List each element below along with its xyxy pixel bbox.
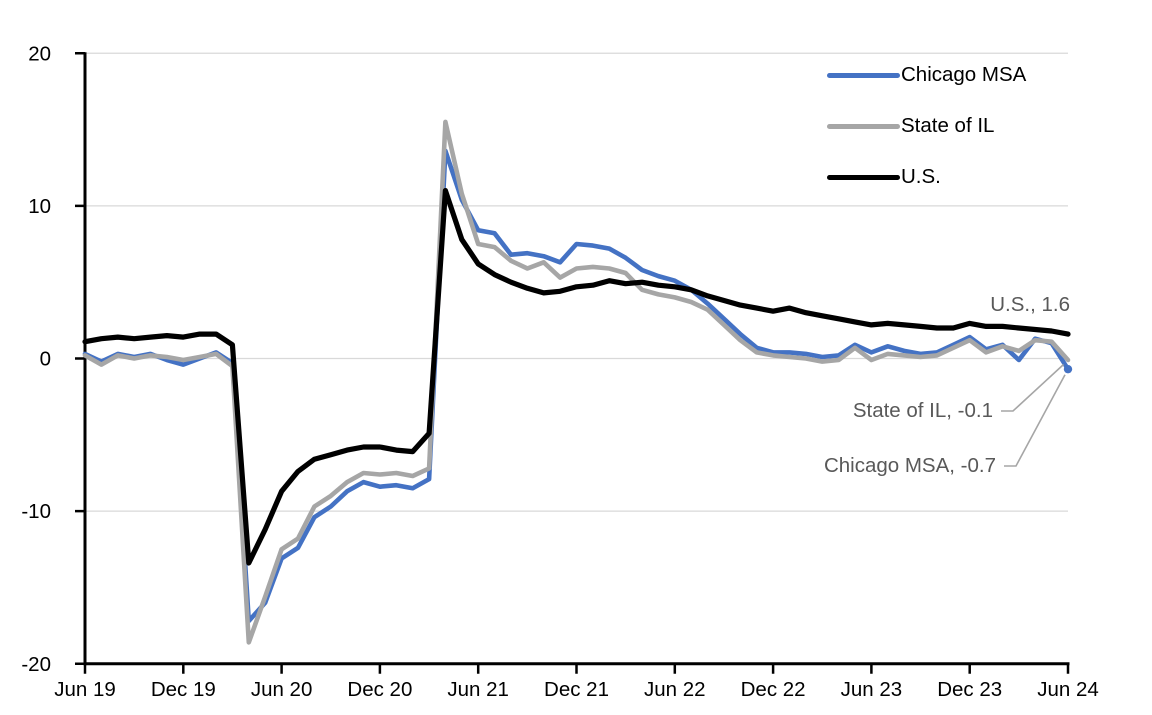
leader-line-chicago-msa <box>1004 374 1066 467</box>
x-axis-label: Jun 22 <box>644 678 706 701</box>
annotation-chicago-msa: Chicago MSA, -0.7 <box>823 454 996 477</box>
legend-swatch-state-of-il <box>827 123 900 129</box>
legend-item-us: U.S. <box>827 165 1026 189</box>
legend-swatch-us <box>827 174 900 180</box>
legend-item-state-of-il: State of IL <box>827 114 1026 138</box>
x-axis-label: Dec 19 <box>151 678 216 701</box>
x-axis-label: Jun 23 <box>841 678 903 701</box>
y-axis-label: 0 <box>40 348 51 371</box>
series-line-state-of-il <box>82 119 1071 645</box>
leader-line-state-of-il <box>1001 363 1065 412</box>
y-axis-label: 20 <box>28 42 51 65</box>
y-axis-label: 10 <box>28 195 51 218</box>
legend-label-us: U.S. <box>901 165 941 188</box>
legend-item-chicago-msa: Chicago MSA <box>827 63 1026 87</box>
series-line-u-s <box>82 188 1071 566</box>
annotation-us: U.S., 1.6 <box>990 293 1070 316</box>
y-axis-label: -10 <box>21 500 51 523</box>
x-axis-label: Jun 21 <box>447 678 509 701</box>
y-axis-label: -20 <box>21 653 51 676</box>
x-axis-label: Dec 22 <box>741 678 806 701</box>
legend-label-state-of-il: State of IL <box>901 114 995 137</box>
end-marker-chicago-msa <box>1063 364 1073 374</box>
annotation-state-of-il: State of IL, -0.1 <box>852 399 993 422</box>
legend: Chicago MSA State of IL U.S. <box>827 63 1026 216</box>
x-axis-label: Dec 20 <box>347 678 412 701</box>
legend-swatch-chicago-msa <box>827 72 900 78</box>
legend-label-chicago-msa: Chicago MSA <box>901 63 1027 86</box>
x-axis-label: Jun 24 <box>1037 678 1099 701</box>
x-axis-label: Dec 23 <box>937 678 1002 701</box>
x-axis-label: Jun 20 <box>251 678 313 701</box>
x-axis-label: Dec 21 <box>544 678 609 701</box>
x-axis-label: Jun 19 <box>54 678 116 701</box>
